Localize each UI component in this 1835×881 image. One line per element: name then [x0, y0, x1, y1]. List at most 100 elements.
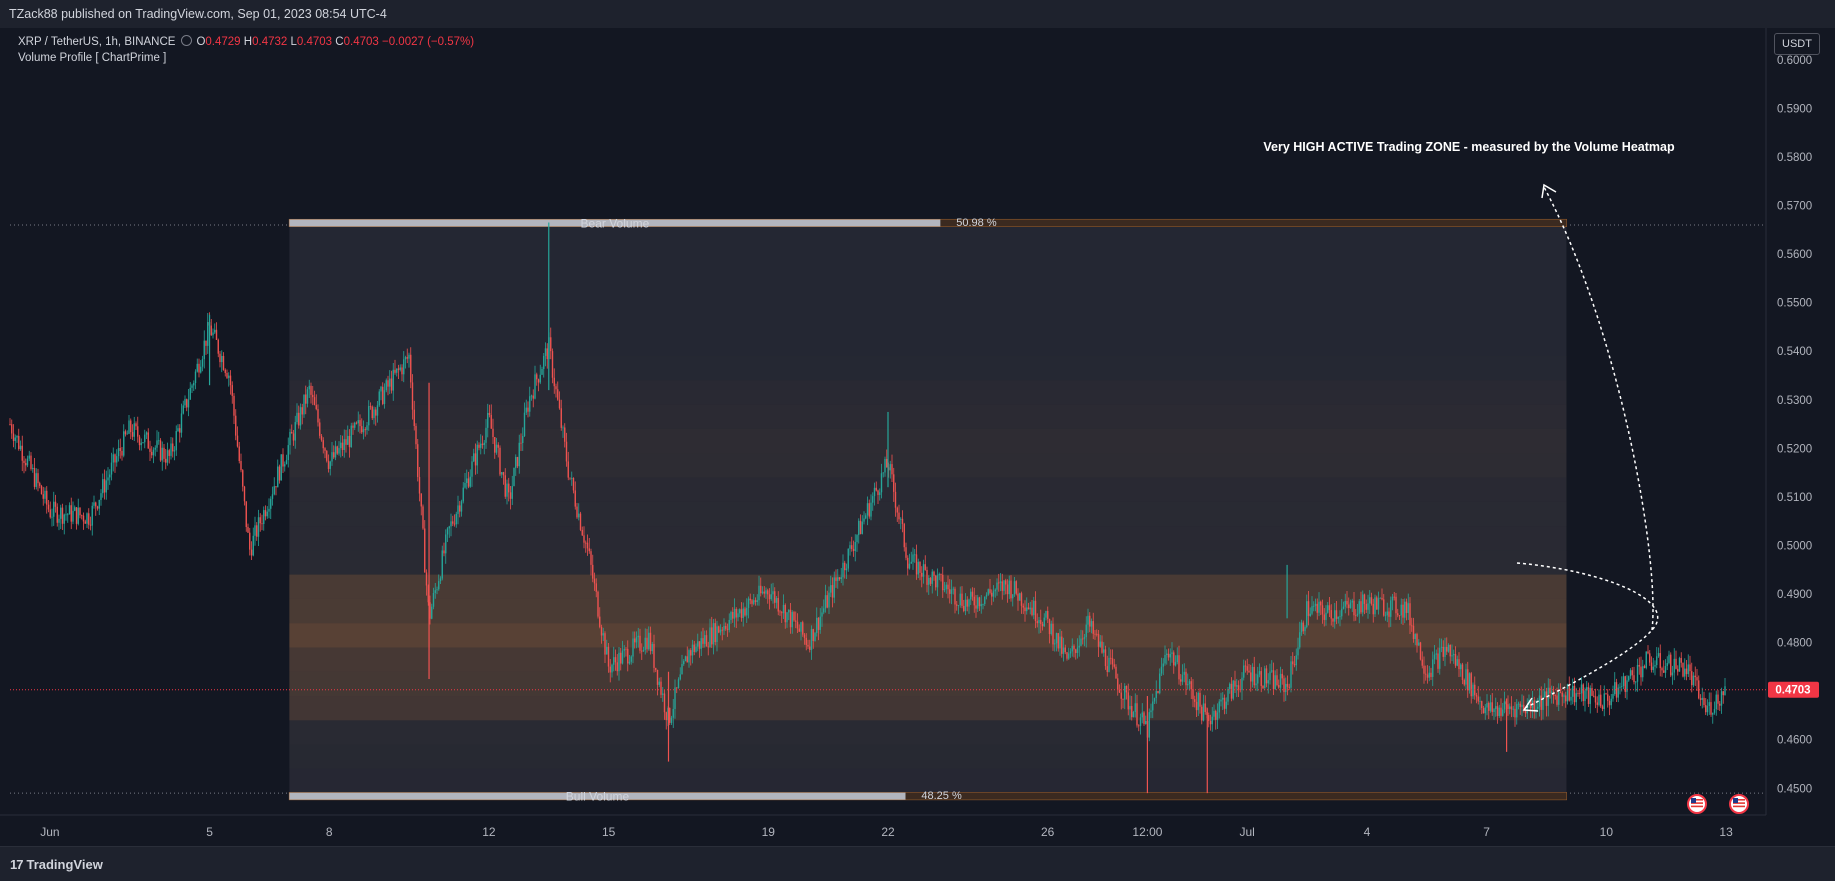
candle-body	[1628, 676, 1630, 681]
candle-body	[1248, 670, 1250, 673]
candle-body	[1689, 664, 1691, 672]
candle-body	[502, 472, 505, 476]
candle-body	[520, 442, 522, 444]
candle-body	[436, 589, 438, 591]
chart-area[interactable]: 0.6000 0.5900 0.5800 0.5700 0.5600 0.5500 0.54…	[0, 28, 1835, 846]
ohlc-value: 0.4703	[296, 36, 333, 48]
candle-body	[1045, 610, 1047, 618]
candle-body	[684, 656, 687, 662]
heatmap-row	[289, 428, 1567, 454]
candle-body	[1136, 703, 1138, 726]
candle-body	[1530, 699, 1532, 709]
flag-canton	[1733, 798, 1738, 803]
candle-body	[499, 447, 501, 475]
candle-body	[364, 429, 366, 431]
candle-body	[957, 605, 960, 606]
candle-body	[1211, 716, 1213, 725]
candle-body	[474, 453, 477, 466]
currency-button[interactable]: USDT	[1774, 33, 1820, 55]
time-tick-label: 22	[881, 825, 895, 839]
candle-body	[1603, 693, 1605, 709]
candle-body	[1549, 687, 1551, 694]
candle-body	[565, 441, 568, 462]
candle-body	[506, 483, 508, 497]
candle-body	[1253, 666, 1255, 686]
candle-body	[166, 450, 169, 463]
candle-body	[620, 652, 622, 664]
candle-body	[1062, 647, 1065, 654]
candle-body	[823, 608, 825, 613]
candle-body	[329, 461, 331, 469]
candle-body	[1664, 666, 1667, 673]
candle-body	[1111, 658, 1114, 665]
candle-body	[1551, 691, 1553, 694]
candle-body	[716, 626, 718, 642]
candle-body	[858, 520, 860, 536]
candle-body	[914, 554, 916, 556]
candle-body	[1283, 678, 1285, 693]
candle-body	[68, 505, 71, 515]
price-tick-label: 0.5800	[1777, 152, 1812, 164]
candle-body	[1596, 702, 1598, 705]
symbol-title[interactable]: XRP / TetherUS, 1h, BINANCE	[18, 36, 176, 48]
candle-body	[1663, 670, 1665, 673]
candle-body	[1619, 686, 1621, 688]
candle-body	[676, 687, 678, 689]
candle-body	[980, 604, 982, 607]
candle-body	[845, 568, 848, 571]
candle-body	[231, 385, 233, 396]
candle-body	[1517, 703, 1520, 705]
candle-body	[572, 477, 575, 491]
candle-body	[147, 432, 149, 449]
candle-body	[886, 458, 888, 468]
candle-body	[217, 339, 219, 354]
candle-body	[1139, 717, 1142, 726]
indicator-legend-row[interactable]: Volume Profile [ ChartPrime ]	[18, 50, 474, 66]
price-chart[interactable]: 0.6000 0.5900 0.5800 0.5700 0.5600 0.5500 0.54…	[0, 28, 1835, 846]
candle-body	[285, 460, 288, 465]
market-status-icon	[181, 35, 193, 46]
candle-body	[1624, 676, 1626, 692]
candle-body	[303, 394, 305, 415]
candle-body	[1640, 666, 1642, 678]
candle-body	[280, 454, 282, 481]
candle-body	[931, 571, 933, 584]
candle-body	[1153, 698, 1156, 702]
candle-body	[1535, 708, 1537, 712]
candle-body	[89, 524, 92, 526]
candle-body	[1033, 600, 1035, 616]
price-tick-label: 0.5600	[1777, 249, 1812, 261]
bear-volume-bar-percent: 50.98 %	[956, 217, 997, 229]
candle-body	[523, 412, 526, 437]
candle-body	[928, 577, 930, 585]
candle-body	[180, 413, 183, 433]
candle-body	[1314, 603, 1317, 606]
candle-body	[16, 435, 18, 438]
candle-body	[109, 474, 111, 478]
candle-body	[179, 428, 181, 433]
bull-volume-bar-fill	[289, 792, 906, 800]
candle-body	[221, 355, 223, 363]
chart-legend: XRP / TetherUS, 1h, BINANCE O0.4729 H0.47…	[18, 34, 474, 66]
us-flag-icon[interactable]	[1729, 794, 1749, 814]
tradingview-logo[interactable]: 17 TradingView	[10, 857, 103, 872]
candle-body	[1120, 692, 1122, 699]
candle-body	[485, 427, 487, 443]
candle-body	[1229, 683, 1231, 690]
candle-body	[1213, 710, 1215, 717]
us-flag-icon[interactable]	[1687, 794, 1707, 814]
indicator-title[interactable]: Volume Profile [ ChartPrime ]	[18, 52, 167, 64]
candle-body	[1083, 637, 1086, 639]
candle-body	[679, 674, 681, 680]
candle-body	[1192, 689, 1194, 700]
candle-body	[1470, 673, 1472, 697]
candle-body	[478, 444, 480, 448]
candle-body	[1414, 634, 1416, 640]
candle-body	[1694, 675, 1696, 678]
candle-body	[739, 609, 741, 614]
candle-body	[1355, 615, 1357, 617]
candle-body	[1265, 668, 1268, 684]
candle-body	[1587, 687, 1590, 704]
candle-body	[1365, 603, 1367, 610]
candle-body	[1292, 661, 1294, 665]
